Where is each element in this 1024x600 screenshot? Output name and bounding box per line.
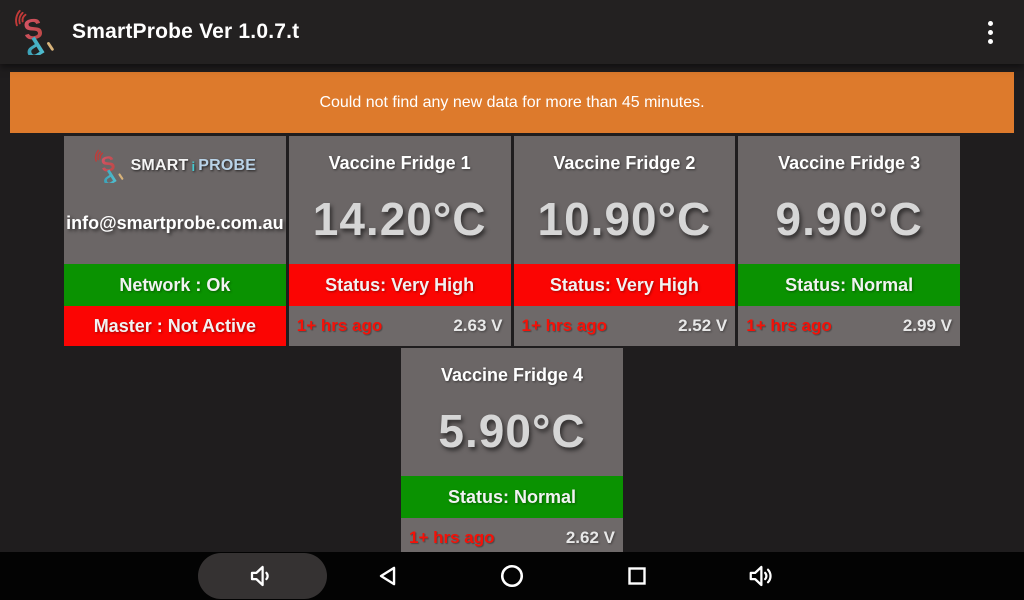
fridge-name: Vaccine Fridge 4: [440, 365, 584, 385]
fridge-temperature: 5.90°C: [438, 405, 586, 457]
status-text: Status: Very High: [325, 274, 475, 295]
master-status-band: Master : Not Active: [64, 306, 286, 346]
smartprobe-logo-icon: S P: [94, 149, 123, 183]
brand-smart: SMART: [130, 157, 189, 174]
fridge-card-4[interactable]: Vaccine Fridge 4 5.90°C Status: Normal 1…: [401, 348, 623, 560]
volume-down-button[interactable]: [197, 552, 327, 600]
android-nav-bar: [0, 552, 1024, 600]
fridge-card-3[interactable]: Vaccine Fridge 3 9.90°C Status: Normal 1…: [738, 136, 960, 346]
cards-row: S P SMART i PROBE info@smartprobe.com.au N…: [64, 136, 960, 346]
fridge-temperature: 10.90°C: [537, 193, 712, 245]
battery-voltage: 2.52 V: [678, 316, 728, 335]
last-update-age: 1+ hrs ago: [296, 316, 383, 335]
contact-email: info@smartprobe.com.au: [66, 213, 284, 233]
battery-voltage: 2.63 V: [453, 316, 503, 335]
volume-up-icon: [749, 565, 772, 587]
overflow-menu-icon[interactable]: [970, 8, 1010, 56]
back-icon: [379, 566, 396, 586]
fridge-card-1[interactable]: Vaccine Fridge 1 14.20°C Status: Very Hi…: [288, 136, 511, 346]
battery-voltage: 2.62 V: [565, 528, 615, 547]
network-status-text: Network : Ok: [119, 274, 231, 295]
svg-text:S: S: [21, 13, 44, 47]
last-update-age: 1+ hrs ago: [521, 316, 608, 335]
volume-up-button[interactable]: [700, 552, 825, 600]
recents-icon: [628, 567, 646, 585]
info-card: S P SMART i PROBE info@smartprobe.com.au N…: [64, 136, 286, 346]
status-text: Status: Very High: [549, 274, 699, 295]
app-title: SmartProbe Ver 1.0.7.t: [72, 20, 300, 43]
status-text: Status: Normal: [447, 486, 577, 507]
brand-i: i: [191, 158, 196, 174]
brand-probe: PROBE: [198, 157, 257, 174]
battery-voltage: 2.99 V: [902, 316, 952, 335]
fridge-name: Vaccine Fridge 2: [553, 153, 696, 173]
status-badge: Status: Normal: [738, 264, 960, 306]
status-text: Status: Normal: [785, 274, 914, 295]
last-update-age: 1+ hrs ago: [409, 528, 495, 547]
smartprobe-logo-icon: S P: [15, 9, 54, 55]
volume-down-icon: [250, 565, 269, 587]
app-bar: S P SmartProbe Ver 1.0.7.t: [0, 0, 1024, 64]
fridge-card-2[interactable]: Vaccine Fridge 2 10.90°C Status: Very Hi…: [513, 136, 736, 346]
warning-banner: Could not find any new data for more tha…: [10, 72, 1014, 133]
fridge-name: Vaccine Fridge 1: [328, 153, 471, 173]
fridge-name: Vaccine Fridge 3: [778, 153, 921, 173]
fridge-temperature: 14.20°C: [312, 193, 487, 245]
back-button[interactable]: [325, 552, 450, 600]
last-update-age: 1+ hrs ago: [746, 316, 832, 335]
status-badge: Status: Very High: [513, 264, 736, 306]
network-status-band: Network : Ok: [64, 264, 286, 306]
status-badge: Status: Normal: [401, 476, 623, 518]
home-icon: [500, 564, 524, 588]
svg-text:S: S: [99, 151, 116, 177]
fridge-temperature: 9.90°C: [775, 193, 923, 245]
recents-button[interactable]: [575, 552, 700, 600]
master-status-text: Master : Not Active: [93, 315, 257, 336]
warning-banner-text: Could not find any new data for more tha…: [319, 93, 705, 111]
status-badge: Status: Very High: [288, 264, 511, 306]
home-button[interactable]: [450, 552, 575, 600]
brand-wordmark: S P SMART i PROBE: [94, 149, 257, 183]
